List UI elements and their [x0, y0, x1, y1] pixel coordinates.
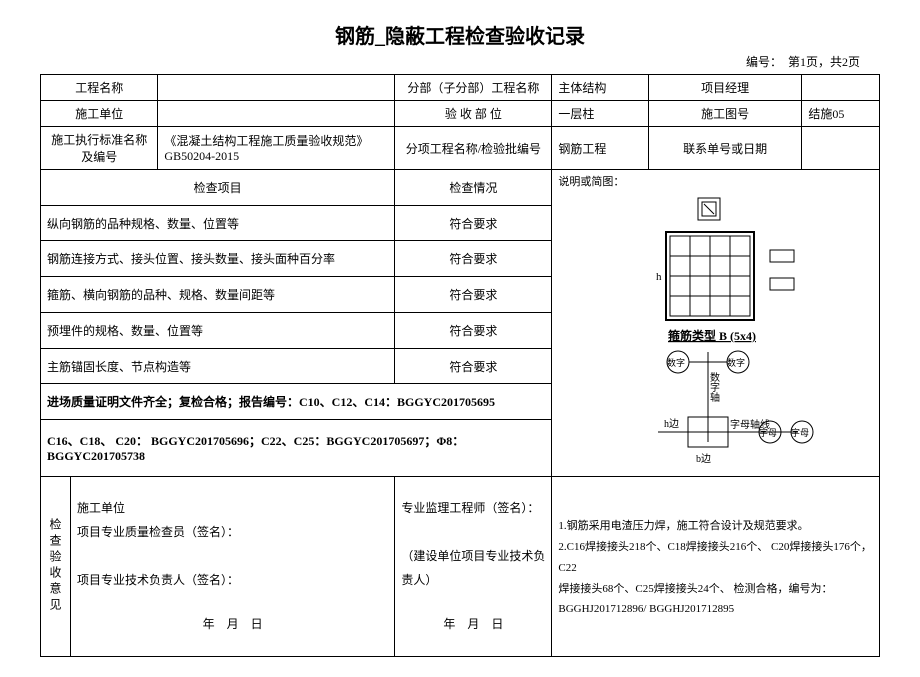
date-left: 年 月 日 [77, 612, 388, 636]
rebar-diagram: h 箍筋类型 B (5x4) 数字 数字 数字轴 [558, 192, 818, 472]
item-2: 钢筋连接方式、接头位置、接头数量、接头面种百分率 [41, 241, 395, 277]
status-2: 符合要求 [395, 241, 552, 277]
sig-qc: 项目专业质量检查员（签名）： [77, 520, 388, 544]
desc-label: 说明或简图： [558, 174, 873, 192]
label-project: 工程名称 [41, 75, 158, 101]
main-table: 工程名称 分部（子分部）工程名称 主体结构 项目经理 施工单位 验 收 部 位 … [40, 74, 880, 657]
svg-text:数字: 数字 [727, 357, 745, 368]
type-label: 箍筋类型 B (5x4) [667, 328, 756, 343]
status-4: 符合要求 [395, 312, 552, 348]
val-standard: 《混凝土结构工程施工质量验收规范》GB50204-2015 [158, 127, 395, 170]
status-5: 符合要求 [395, 348, 552, 384]
col-status: 检查情况 [395, 170, 552, 206]
sig-unit: 施工单位 [77, 496, 388, 520]
svg-text:字母: 字母 [759, 427, 777, 438]
note-3: 焊接接头68个、C25焊接接头24个、 检测合格，编号为： [558, 579, 873, 600]
item-4: 预埋件的规格、数量、位置等 [41, 312, 395, 348]
label-subsection: 分部（子分部）工程名称 [395, 75, 552, 101]
notes-cell: 1.钢筋采用电渣压力焊，施工符合设计及规范要求。 2.C16焊接接头218个、C… [552, 476, 880, 656]
label-standard: 施工执行标准名称及编号 [41, 127, 158, 170]
val-contractor [158, 101, 395, 127]
date-right: 年 月 日 [401, 612, 545, 636]
status-3: 符合要求 [395, 277, 552, 313]
label-pm: 项目经理 [648, 75, 801, 101]
status-1: 符合要求 [395, 205, 552, 241]
note-4: BGGHJ201712896/ BGGHJ201712895 [558, 599, 873, 620]
svg-text:b边: b边 [696, 453, 711, 465]
svg-text:h边: h边 [664, 418, 679, 430]
sig-left: 施工单位 项目专业质量检查员（签名）： 项目专业技术负责人（签名）： 年 月 日 [71, 476, 395, 656]
val-accept-part: 一层柱 [552, 101, 649, 127]
item-3: 箍筋、横向钢筋的品种、规格、数量间距等 [41, 277, 395, 313]
label-batch: 分项工程名称/检验批编号 [395, 127, 552, 170]
sig-owner: （建设单位项目专业技术负责人） [401, 544, 545, 592]
item-1: 纵向钢筋的品种规格、数量、位置等 [41, 205, 395, 241]
item-5: 主筋锚固长度、节点构造等 [41, 348, 395, 384]
opinion-side: 检查验收意见 [41, 476, 71, 656]
h-label: h [656, 271, 662, 283]
label-contractor: 施工单位 [41, 101, 158, 127]
sig-sup: 专业监理工程师（签名）： [401, 496, 545, 520]
doc-title: 钢筋_隐蔽工程检查验收记录 [40, 20, 880, 49]
val-contact [802, 127, 880, 170]
svg-text:数字: 数字 [667, 357, 685, 368]
val-subsection: 主体结构 [552, 75, 649, 101]
col-item: 检查项目 [41, 170, 395, 206]
sig-tech: 项目专业技术负责人（签名）： [77, 568, 388, 592]
svg-text:数字轴: 数字轴 [708, 370, 720, 402]
svg-text:字母: 字母 [791, 427, 809, 438]
val-drawing: 结施05 [802, 101, 880, 127]
val-project [158, 75, 395, 101]
report-1: 进场质量证明文件齐全；复检合格；报告编号：C10、C12、C14：BGGYC20… [41, 384, 552, 420]
diagram-cell: 说明或简图： h [552, 170, 880, 477]
label-accept-part: 验 收 部 位 [395, 101, 552, 127]
val-batch: 钢筋工程 [552, 127, 649, 170]
val-pm [802, 75, 880, 101]
note-2: 2.C16焊接接头218个、C18焊接接头216个、 C20焊接接头176个，C… [558, 537, 873, 579]
page-info: 编号： 第1页，共2页 [40, 53, 880, 70]
note-1: 1.钢筋采用电渣压力焊，施工符合设计及规范要求。 [558, 516, 873, 537]
report-2: C16、C18、 C20： BGGYC201705696；C22、C25：BGG… [41, 420, 552, 476]
label-contact: 联系单号或日期 [648, 127, 801, 170]
label-drawing: 施工图号 [648, 101, 801, 127]
sig-right: 专业监理工程师（签名）： （建设单位项目专业技术负责人） 年 月 日 [395, 476, 552, 656]
